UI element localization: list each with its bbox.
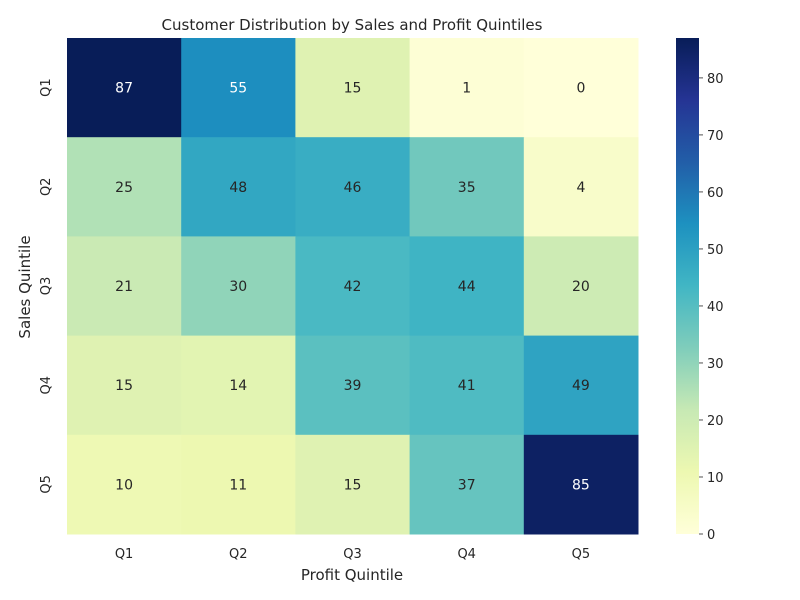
cell-value-label: 15: [115, 378, 133, 394]
colorbar-tick-label: 30: [707, 357, 724, 372]
colorbar-tick-label: 0: [707, 528, 715, 543]
cell-value-label: 44: [458, 279, 476, 295]
x-axis-label: Profit Quintile: [301, 566, 403, 584]
heatmap-cell: [67, 434, 182, 535]
cell-value-label: 0: [576, 81, 585, 97]
heatmap-cell: [67, 137, 182, 237]
heatmap-cell: [181, 335, 296, 436]
heatmap-cell: [67, 38, 182, 138]
cell-value-label: 46: [344, 180, 362, 196]
cell-value-label: 39: [344, 378, 362, 394]
y-tick-label: Q2: [39, 178, 54, 197]
heatmap-cell: [295, 434, 411, 535]
heatmap-cell: [523, 38, 639, 138]
y-tick-labels: Q1 Q2 Q3 Q4 Q5: [39, 78, 54, 493]
colorbar-tick-label: 70: [707, 129, 724, 144]
heatmap-cell: [295, 236, 411, 337]
y-axis-label: Sales Quintile: [16, 235, 34, 338]
cell-value-label: 41: [458, 378, 476, 394]
cell-value-label: 21: [115, 279, 133, 295]
cell-value-label: 42: [344, 279, 362, 295]
cell-value-label: 87: [115, 81, 133, 97]
chart-title: Customer Distribution by Sales and Profi…: [162, 16, 543, 34]
heatmap-cell: [181, 434, 296, 535]
cell-value-label: 49: [572, 378, 590, 394]
heatmap-cell: [181, 236, 296, 337]
heatmap-cell: [67, 335, 182, 436]
cell-value-label: 30: [229, 279, 247, 295]
cell-value-label: 37: [458, 477, 476, 493]
heatmap-cell: [409, 236, 525, 337]
cell-value-label: 15: [344, 81, 362, 97]
cell-value-label: 48: [229, 180, 247, 196]
heatmap-cells: [67, 38, 639, 535]
heatmap-cell: [295, 137, 411, 237]
x-tick-label: Q3: [343, 547, 362, 562]
cell-value-label: 55: [229, 81, 247, 97]
colorbar-tick-labels: 0 10 20 30 40 50 60 70 80: [699, 72, 724, 543]
colorbar-tick-label: 40: [707, 300, 724, 315]
heatmap-cell: [181, 137, 296, 237]
colorbar-tick-label: 80: [707, 72, 724, 87]
heatmap-cell: [409, 434, 525, 535]
cell-value-label: 14: [229, 378, 247, 394]
cell-value-label: 35: [458, 180, 476, 196]
heatmap-cell: [295, 38, 411, 138]
y-tick-label: Q5: [39, 475, 54, 494]
heatmap-cell: [523, 137, 639, 237]
cell-value-label: 20: [572, 279, 590, 295]
heatmap-cell: [523, 434, 639, 535]
x-tick-labels: Q1 Q2 Q3 Q4 Q5: [115, 547, 590, 562]
heatmap-cell: [523, 236, 639, 337]
colorbar-tick-label: 60: [707, 186, 724, 201]
y-tick-label: Q3: [39, 277, 54, 296]
colorbar-tick-label: 10: [707, 471, 724, 486]
heatmap-cell: [409, 137, 525, 237]
cell-value-label: 15: [344, 477, 362, 493]
colorbar-gradient: [676, 38, 699, 534]
x-tick-label: Q5: [572, 547, 591, 562]
cell-value-label: 85: [572, 477, 590, 493]
x-tick-label: Q2: [229, 547, 248, 562]
y-tick-label: Q4: [39, 376, 54, 395]
cell-value-label: 10: [115, 477, 133, 493]
heatmap-cell: [67, 236, 182, 337]
cell-value-label: 11: [229, 477, 247, 493]
x-tick-label: Q4: [457, 547, 476, 562]
heatmap-cell: [409, 335, 525, 436]
heatmap-cell: [295, 335, 411, 436]
colorbar-tick-label: 50: [707, 243, 724, 258]
y-tick-label: Q1: [39, 78, 54, 97]
x-tick-label: Q1: [115, 547, 134, 562]
heatmap-cell: [181, 38, 296, 138]
heatmap-cell: [523, 335, 639, 436]
cell-value-label: 1: [462, 81, 471, 97]
heatmap-cell: [409, 38, 525, 138]
colorbar-tick-label: 20: [707, 414, 724, 429]
cell-value-label: 25: [115, 180, 133, 196]
cell-value-label: 4: [576, 180, 585, 196]
colorbar: 0 10 20 30 40 50 60 70 80: [676, 38, 724, 543]
